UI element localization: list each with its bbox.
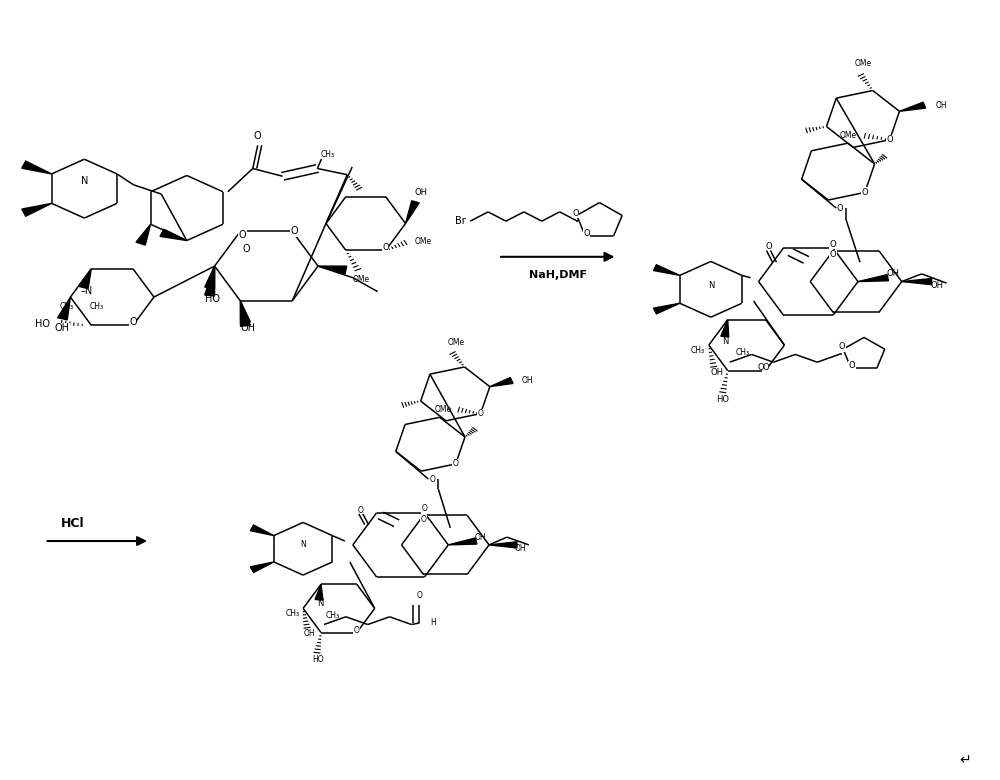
- Polygon shape: [250, 525, 274, 536]
- Text: H: H: [430, 618, 436, 626]
- Text: O: O: [583, 229, 590, 239]
- Text: OMe: OMe: [854, 59, 871, 68]
- Text: CH₃: CH₃: [286, 609, 300, 619]
- Polygon shape: [240, 301, 250, 326]
- Text: N: N: [81, 176, 88, 186]
- Text: O: O: [837, 204, 843, 212]
- Text: CH₃: CH₃: [691, 346, 705, 355]
- Polygon shape: [858, 275, 888, 282]
- Text: OH: OH: [415, 188, 428, 197]
- Text: ↵: ↵: [960, 753, 971, 768]
- Polygon shape: [22, 204, 52, 216]
- Text: OH: OH: [935, 101, 947, 110]
- Text: O: O: [572, 208, 579, 218]
- Text: OMe: OMe: [839, 131, 856, 140]
- Text: O: O: [757, 363, 764, 372]
- Text: HO: HO: [205, 293, 220, 303]
- Polygon shape: [79, 269, 91, 289]
- Polygon shape: [490, 378, 513, 387]
- Text: CH₃: CH₃: [320, 150, 334, 159]
- Polygon shape: [205, 266, 215, 296]
- Text: OMe: OMe: [448, 338, 465, 346]
- Text: O: O: [354, 626, 360, 635]
- Text: N: N: [300, 541, 306, 549]
- Text: HO: HO: [716, 395, 729, 405]
- Text: O: O: [839, 342, 845, 351]
- Text: HCl: HCl: [60, 516, 84, 530]
- Text: O: O: [420, 515, 426, 523]
- Text: OH: OH: [241, 323, 256, 333]
- Text: OH: OH: [515, 544, 527, 553]
- Polygon shape: [160, 229, 187, 240]
- Text: O: O: [239, 230, 246, 240]
- Polygon shape: [205, 266, 215, 289]
- Text: OH: OH: [474, 533, 486, 541]
- Text: O: O: [382, 243, 389, 252]
- Text: N: N: [708, 281, 714, 290]
- Text: Br: Br: [455, 216, 466, 226]
- Polygon shape: [240, 301, 250, 324]
- Text: HO: HO: [312, 655, 324, 664]
- Text: O: O: [129, 317, 137, 327]
- Polygon shape: [721, 320, 729, 337]
- Text: O: O: [290, 226, 298, 236]
- Polygon shape: [136, 225, 151, 245]
- Text: N: N: [723, 337, 729, 346]
- Text: O: O: [765, 243, 772, 251]
- Text: O: O: [429, 474, 435, 484]
- Text: OH: OH: [710, 367, 723, 377]
- Text: O: O: [830, 250, 836, 259]
- Text: CH₃: CH₃: [59, 302, 73, 310]
- Text: O: O: [453, 459, 459, 469]
- Polygon shape: [406, 200, 419, 224]
- Text: O: O: [762, 363, 769, 372]
- Polygon shape: [902, 278, 932, 285]
- Text: N: N: [317, 599, 323, 608]
- Text: OH: OH: [886, 269, 899, 278]
- Text: OH: OH: [930, 281, 943, 290]
- Text: O: O: [862, 188, 868, 197]
- Text: OH: OH: [303, 629, 315, 638]
- Polygon shape: [448, 538, 477, 545]
- Text: OH: OH: [522, 376, 533, 385]
- Text: O: O: [421, 505, 427, 513]
- Polygon shape: [653, 264, 680, 275]
- Text: CH₃: CH₃: [736, 348, 750, 356]
- Text: O: O: [243, 244, 250, 254]
- Text: –N: –N: [80, 285, 92, 296]
- Polygon shape: [315, 584, 323, 600]
- Polygon shape: [318, 266, 347, 274]
- Polygon shape: [250, 562, 274, 573]
- Text: OH: OH: [55, 323, 70, 333]
- Text: OMe: OMe: [352, 275, 369, 284]
- Text: OMe: OMe: [434, 406, 451, 414]
- Polygon shape: [489, 542, 517, 548]
- Text: O: O: [358, 505, 364, 515]
- Polygon shape: [899, 102, 926, 112]
- Polygon shape: [653, 303, 680, 314]
- Text: OMe: OMe: [415, 236, 432, 246]
- Text: HO: HO: [35, 319, 50, 328]
- Text: O: O: [254, 131, 262, 141]
- Text: CH₃: CH₃: [326, 611, 340, 620]
- Text: NaH,DMF: NaH,DMF: [529, 271, 587, 280]
- Text: O: O: [849, 361, 855, 370]
- Polygon shape: [58, 297, 70, 320]
- Text: O: O: [830, 239, 836, 249]
- Text: O: O: [478, 409, 484, 418]
- Text: O: O: [886, 135, 893, 144]
- Text: CH₃: CH₃: [89, 302, 103, 310]
- Text: O: O: [417, 590, 422, 600]
- Polygon shape: [22, 161, 52, 174]
